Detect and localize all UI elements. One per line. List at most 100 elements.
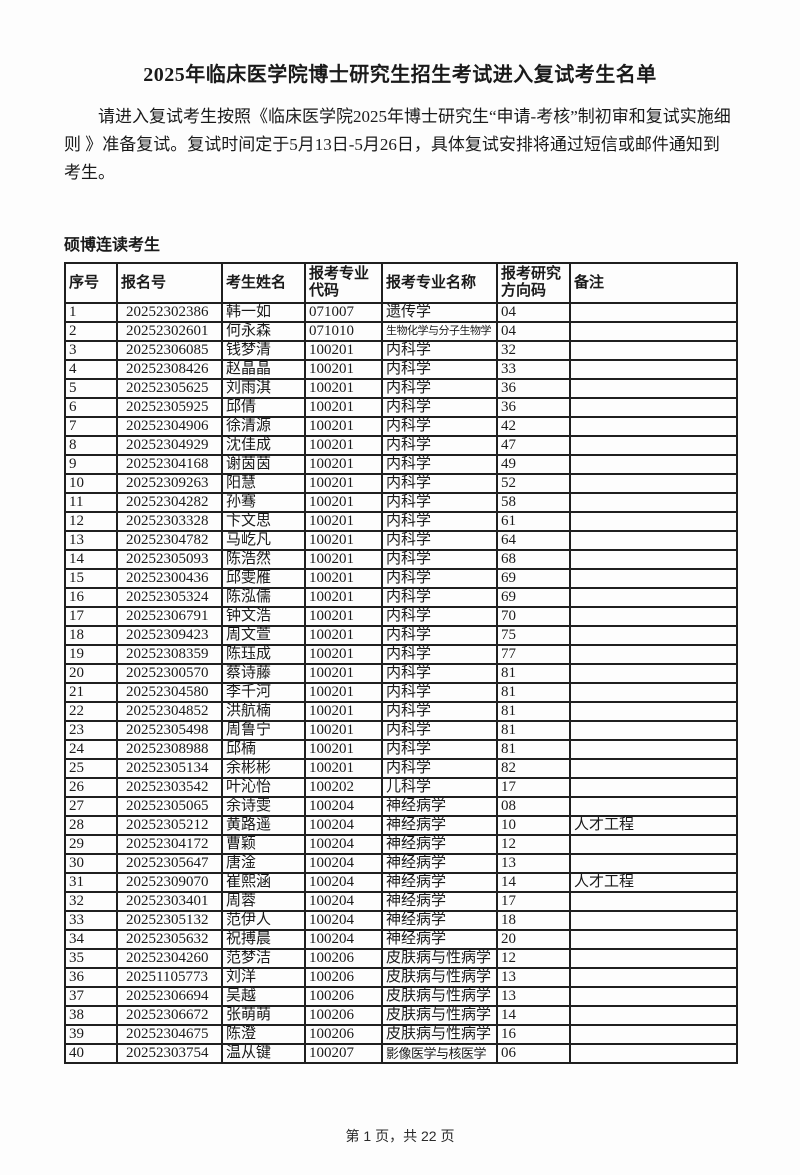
table-row: 28 20252305212 黄路遥 100204 神经病学 10 人才工程 xyxy=(64,815,738,836)
table-row: 25 20252305134 余彬彬 100201 内科学 82 xyxy=(64,758,738,779)
cell-direction-code: 14 xyxy=(496,872,571,893)
cell-major-code: 100201 xyxy=(304,739,383,760)
cell-direction-code: 49 xyxy=(496,454,571,475)
cell-no: 16 xyxy=(64,587,118,608)
cell-name: 范梦洁 xyxy=(221,948,306,969)
table-row: 16 20252305324 陈泓儒 100201 内科学 69 xyxy=(64,587,738,608)
column-header-major-name: 报考专业名称 xyxy=(381,262,498,304)
cell-major-code: 100206 xyxy=(304,967,383,988)
cell-name: 邱雯雁 xyxy=(221,568,306,589)
cell-major-name: 内科学 xyxy=(381,701,498,722)
document-page: { "page": { "title": "2025年临床医学院博士研究生招生考… xyxy=(0,58,800,1175)
cell-name: 谢茵茵 xyxy=(221,454,306,475)
cell-direction-code: 69 xyxy=(496,568,571,589)
cell-major-code: 100206 xyxy=(304,1024,383,1045)
cell-major-name: 内科学 xyxy=(381,568,498,589)
cell-major-name: 神经病学 xyxy=(381,891,498,912)
table-row: 7 20252304906 徐清源 100201 内科学 42 xyxy=(64,416,738,437)
cell-name: 刘洋 xyxy=(221,967,306,988)
cell-direction-code: 52 xyxy=(496,473,571,494)
cell-name: 洪航楠 xyxy=(221,701,306,722)
cell-major-name: 神经病学 xyxy=(381,853,498,874)
cell-no: 23 xyxy=(64,720,118,741)
cell-major-code: 100201 xyxy=(304,720,383,741)
cell-direction-code: 81 xyxy=(496,701,571,722)
cell-no: 32 xyxy=(64,891,118,912)
cell-reg-no: 20252304675 xyxy=(116,1024,223,1045)
cell-direction-code: 81 xyxy=(496,739,571,760)
cell-no: 14 xyxy=(64,549,118,570)
cell-direction-code: 69 xyxy=(496,587,571,608)
cell-no: 27 xyxy=(64,796,118,817)
cell-major-code: 100201 xyxy=(304,758,383,779)
cell-major-name: 内科学 xyxy=(381,587,498,608)
cell-major-code: 100201 xyxy=(304,454,383,475)
candidate-table-body: 1 20252302386 韩一如 071007 遗传学 04 2 20252302601 何… xyxy=(64,302,738,1064)
cell-major-code: 100206 xyxy=(304,986,383,1007)
cell-direction-code: 33 xyxy=(496,359,571,380)
cell-direction-code: 70 xyxy=(496,606,571,627)
cell-major-code: 100201 xyxy=(304,397,383,418)
cell-name: 钟文浩 xyxy=(221,606,306,627)
cell-remark xyxy=(569,378,738,399)
cell-no: 38 xyxy=(64,1005,118,1026)
cell-major-code: 100201 xyxy=(304,340,383,361)
table-row: 2 20252302601 何永森 071010 生物化学与分子生物学 04 xyxy=(64,321,738,342)
cell-name: 温从键 xyxy=(221,1043,306,1064)
cell-no: 2 xyxy=(64,321,118,342)
cell-no: 17 xyxy=(64,606,118,627)
table-row: 19 20252308359 陈珏成 100201 内科学 77 xyxy=(64,644,738,665)
cell-remark xyxy=(569,397,738,418)
cell-reg-no: 20252300436 xyxy=(116,568,223,589)
cell-name: 周鲁宁 xyxy=(221,720,306,741)
cell-no: 9 xyxy=(64,454,118,475)
cell-direction-code: 68 xyxy=(496,549,571,570)
cell-remark xyxy=(569,967,738,988)
cell-reg-no: 20252309070 xyxy=(116,872,223,893)
cell-direction-code: 04 xyxy=(496,321,571,342)
cell-major-name: 内科学 xyxy=(381,473,498,494)
cell-remark xyxy=(569,739,738,760)
cell-no: 39 xyxy=(64,1024,118,1045)
cell-major-code: 100204 xyxy=(304,815,383,836)
cell-name: 范伊人 xyxy=(221,910,306,931)
cell-direction-code: 13 xyxy=(496,967,571,988)
cell-remark xyxy=(569,1024,738,1045)
cell-major-code: 100201 xyxy=(304,473,383,494)
cell-major-name: 内科学 xyxy=(381,644,498,665)
table-row: 18 20252309423 周文萱 100201 内科学 75 xyxy=(64,625,738,646)
table-row: 8 20252304929 沈佳成 100201 内科学 47 xyxy=(64,435,738,456)
cell-remark xyxy=(569,435,738,456)
cell-name: 邱倩 xyxy=(221,397,306,418)
cell-major-name: 遗传学 xyxy=(381,302,498,323)
cell-direction-code: 18 xyxy=(496,910,571,931)
cell-reg-no: 20252306085 xyxy=(116,340,223,361)
cell-direction-code: 08 xyxy=(496,796,571,817)
cell-remark xyxy=(569,568,738,589)
cell-major-name: 内科学 xyxy=(381,397,498,418)
cell-direction-code: 10 xyxy=(496,815,571,836)
cell-reg-no: 20252305093 xyxy=(116,549,223,570)
cell-no: 25 xyxy=(64,758,118,779)
cell-remark xyxy=(569,1005,738,1026)
cell-direction-code: 81 xyxy=(496,682,571,703)
table-row: 27 20252305065 余诗雯 100204 神经病学 08 xyxy=(64,796,738,817)
table-row: 32 20252303401 周蓉 100204 神经病学 17 xyxy=(64,891,738,912)
cell-major-code: 100202 xyxy=(304,777,383,798)
cell-no: 19 xyxy=(64,644,118,665)
cell-reg-no: 20252309423 xyxy=(116,625,223,646)
cell-remark xyxy=(569,701,738,722)
cell-major-name: 内科学 xyxy=(381,359,498,380)
cell-major-code: 100207 xyxy=(304,1043,383,1064)
cell-remark xyxy=(569,986,738,1007)
cell-remark xyxy=(569,834,738,855)
cell-major-name: 内科学 xyxy=(381,511,498,532)
cell-major-name: 内科学 xyxy=(381,340,498,361)
cell-reg-no: 20252308426 xyxy=(116,359,223,380)
table-row: 4 20252308426 赵晶晶 100201 内科学 33 xyxy=(64,359,738,380)
cell-no: 31 xyxy=(64,872,118,893)
table-row: 5 20252305625 刘雨淇 100201 内科学 36 xyxy=(64,378,738,399)
cell-no: 4 xyxy=(64,359,118,380)
cell-remark: 人才工程 xyxy=(569,815,738,836)
cell-no: 30 xyxy=(64,853,118,874)
